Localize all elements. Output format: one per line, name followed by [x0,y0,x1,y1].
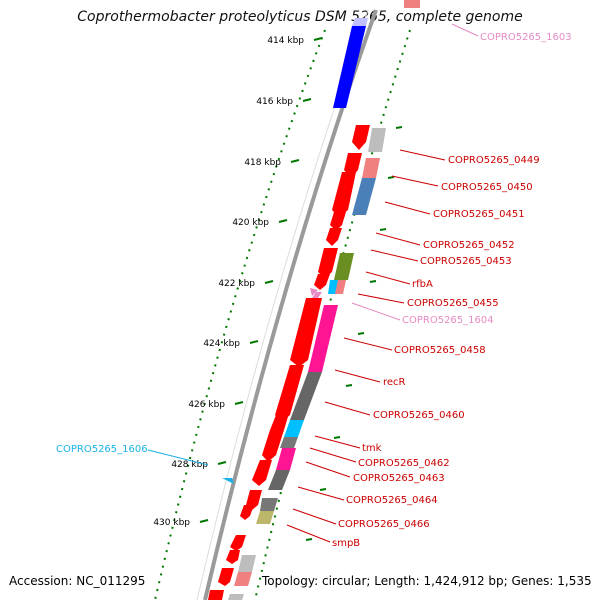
ruler-minor-tick [379,228,387,231]
feature-blue-gene-top [352,18,368,26]
ruler-label: 418 kbp [244,158,281,168]
ruler-outer-dotted [154,29,326,600]
accession-text: Accession: NC_011295 [9,574,146,588]
topology-text: Topology: circular; Length: 1,424,912 bp… [262,574,592,588]
feature-recR-0460 [290,372,322,420]
ruler-label: 430 kbp [153,518,190,528]
ruler-minor-tick [319,488,327,491]
feature-bottom-grey [238,555,256,572]
ruler-tick [278,219,288,223]
feature-small-pink [310,288,318,296]
gene-label-1606[interactable]: COPRO5265_1606 [56,444,148,455]
gene-label-0451[interactable]: COPRO5265_0451 [433,209,525,220]
feature-0449 [368,128,386,152]
gene-label-0455[interactable]: COPRO5265_0455 [407,298,499,309]
ruler-minor-tick [357,332,365,335]
ruler-labels: 414 kbp 416 kbp 418 kbp 420 kbp 422 kbp 424 k… [153,36,304,528]
gene-label-0449[interactable]: COPRO5265_0449 [448,155,540,166]
feature-0455a [328,280,338,294]
cds-arrows [208,125,370,600]
features [208,0,420,600]
feature-rfbA [334,253,354,280]
ruler-tick [217,461,227,465]
ruler-label: 416 kbp [256,97,293,107]
gene-label-1603[interactable]: COPRO5265_1603 [480,32,572,43]
gene-label-0460[interactable]: COPRO5265_0460 [373,410,465,421]
gene-label-0452[interactable]: COPRO5265_0452 [423,240,515,251]
ruler-label: 428 kbp [171,460,208,470]
feature-bottom-grey2 [228,594,244,600]
gene-label-0450[interactable]: COPRO5265_0450 [441,182,533,193]
ruler-minor-tick [305,538,313,541]
ruler-tick [313,37,323,41]
gene-label-0462[interactable]: COPRO5265_0462 [358,458,450,469]
ruler-tick [302,98,312,102]
gene-label-0453[interactable]: COPRO5265_0453 [420,256,512,267]
ruler-tick [249,340,259,344]
gene-label-0458[interactable]: COPRO5265_0458 [394,345,486,356]
ruler-label: 424 kbp [203,339,240,349]
feature-0463 [276,448,296,470]
gene-label-0466[interactable]: COPRO5265_0466 [338,519,430,530]
feature-0455b [335,280,346,294]
feature-0451 [352,178,376,215]
feature-tmk [284,420,304,437]
ruler-tick [264,280,274,284]
feature-0466a [260,498,278,511]
gene-label-recR[interactable]: recR [383,377,406,388]
gene-label-0463[interactable]: COPRO5265_0463 [353,473,445,484]
feature-0466b [256,511,274,524]
gene-label-rfbA[interactable]: rfbA [412,279,433,290]
ruler-label: 426 kbp [188,400,225,410]
feature-blue-gene [333,26,366,108]
ruler-ticks [199,37,403,541]
ruler-label: 422 kbp [218,279,255,289]
feature-bottom-red [234,572,252,586]
feature-0450 [362,158,380,178]
ruler-minor-tick [333,436,341,439]
leader-lines [147,23,479,543]
feature-0462 [280,437,298,448]
gene-label-smpB[interactable]: smpB [332,538,360,549]
ruler-label: 420 kbp [232,218,269,228]
feature-1606 [222,478,234,484]
feature-1603 [404,0,420,8]
map-title: Coprothermobacter proteolyticus DSM 5265… [77,9,523,25]
ruler-minor-tick [345,384,353,387]
gene-label-1604[interactable]: COPRO5265_1604 [402,315,494,326]
feature-1604 [312,292,322,298]
gene-label-tmk[interactable]: tmk [362,443,382,454]
ruler-minor-tick [395,126,403,129]
ruler-tick [290,159,300,163]
ruler-tick [234,401,244,405]
ruler-tick [199,519,209,523]
feature-0458 [308,305,338,372]
gene-labels: COPRO5265_1603 COPRO5265_0449 COPRO5265_… [56,32,572,549]
ruler-label: 414 kbp [267,36,304,46]
ruler-minor-tick [369,280,377,283]
ruler-minor-tick [387,176,395,179]
feature-0464 [268,470,290,490]
gene-label-0464[interactable]: COPRO5265_0464 [346,495,438,506]
